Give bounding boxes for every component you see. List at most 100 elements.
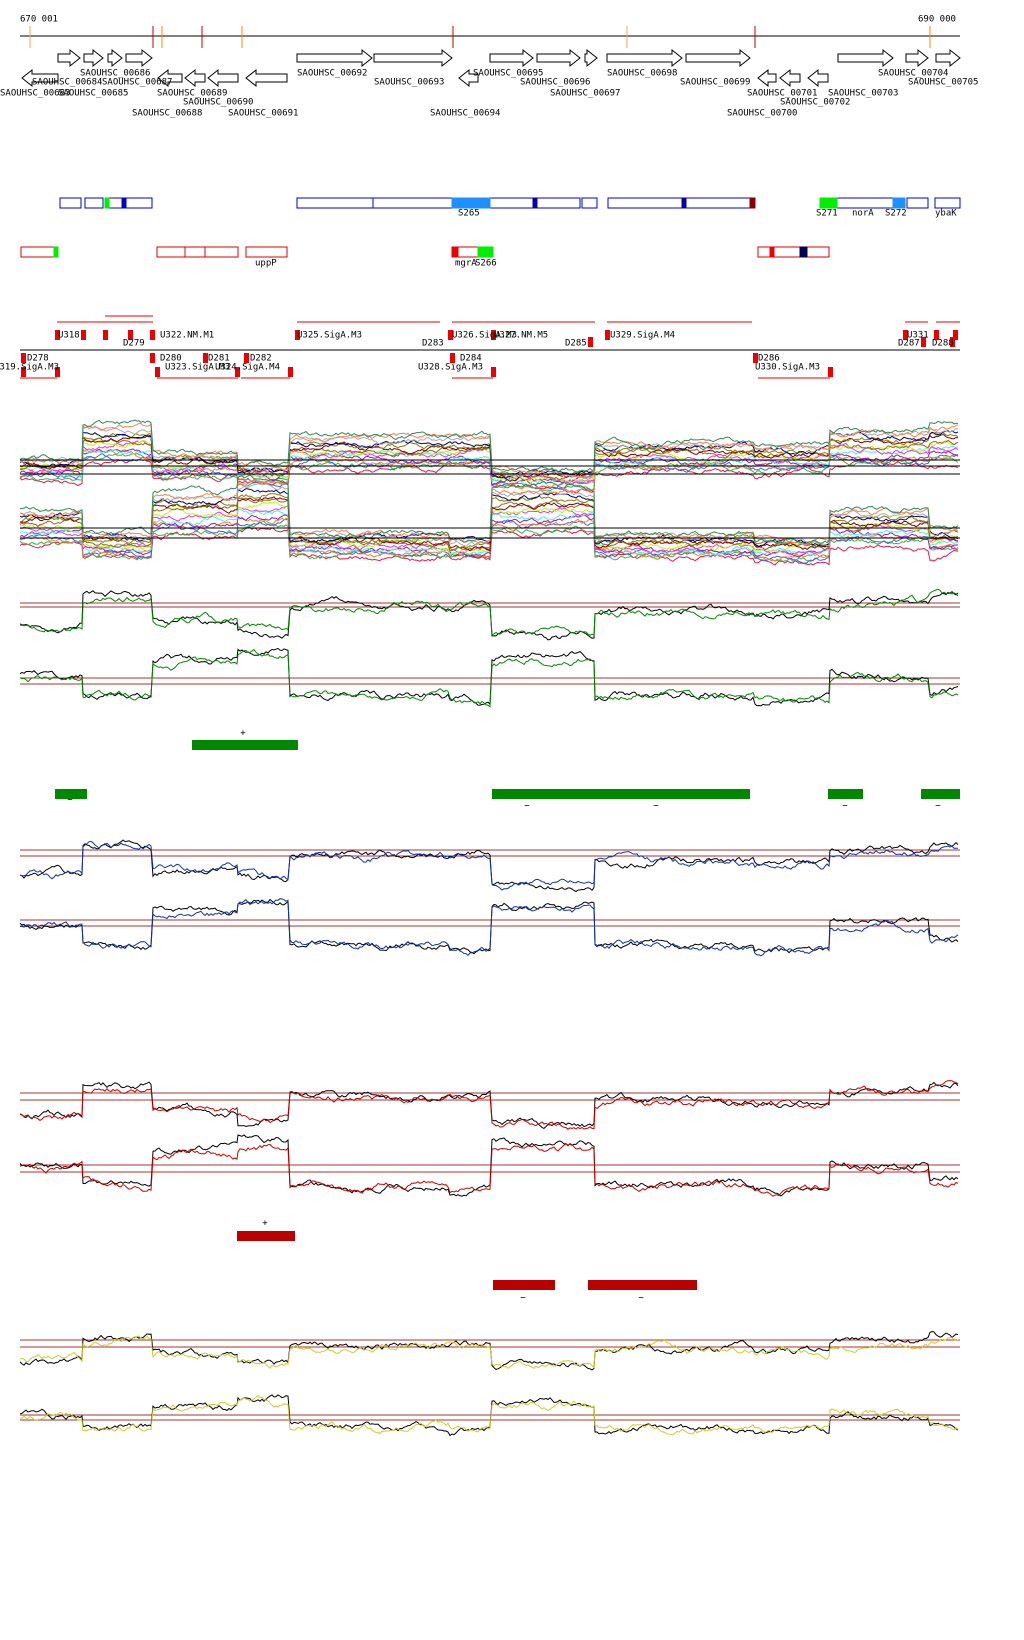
rna-label: uppP [255, 259, 277, 269]
region-bar [493, 1280, 555, 1290]
gene-arrow [935, 48, 961, 68]
signal-trace [19, 483, 959, 547]
gene-arrow [83, 48, 104, 68]
signal-trace [19, 1143, 959, 1197]
gene-label: SAOUHSC_00691 [228, 109, 298, 119]
region-sign: − [842, 802, 848, 812]
promoter-mark [450, 353, 455, 363]
promoter-label: D287 [898, 339, 920, 349]
gene-arrow [184, 68, 206, 88]
promoter-label: D288 [932, 339, 954, 349]
gene-label: SAOUHSC_00693 [374, 78, 444, 88]
gene-arrow [606, 48, 683, 68]
feature-box [104, 197, 110, 209]
signal-trace [19, 419, 959, 474]
promoter-mark [950, 337, 955, 347]
feature-box [296, 197, 374, 209]
gene-arrow [296, 48, 373, 68]
feature-box [20, 246, 59, 258]
gene-label: SAOUHSC_00695 [473, 69, 543, 79]
gene-arrow [584, 48, 598, 68]
region-sign: − [520, 1294, 526, 1304]
feature-box [757, 246, 830, 258]
feature-box [107, 197, 153, 209]
feature-box [84, 197, 104, 209]
promoter-mark [21, 353, 26, 363]
promoter-label: D278 [27, 354, 49, 364]
signal-trace [19, 588, 959, 636]
signal-trace [19, 432, 959, 477]
gene-label: SAOUHSC_00699 [680, 78, 750, 88]
feature-box [836, 197, 894, 209]
signal-trace [19, 1330, 959, 1371]
promoter-mark [448, 330, 453, 340]
promoter-label: D279 [123, 339, 145, 349]
feature-label: S265 [458, 209, 480, 219]
promoter-label: U325.SigA.M3 [297, 331, 362, 341]
gene-label: SAOUHSC_00684 [32, 78, 102, 88]
region-bar [492, 789, 750, 799]
region-bar [921, 789, 960, 799]
feature-box [934, 197, 961, 209]
gene-arrow [757, 68, 777, 88]
axis-start: 670 001 [20, 15, 58, 25]
promoter-label: U324.SigA.M4 [215, 363, 280, 373]
feature-box [156, 246, 186, 258]
promoter-label: U319.SigA.M3 [0, 363, 59, 373]
gene-arrow [21, 68, 59, 88]
gene-label: SAOUHSC_00697 [550, 89, 620, 99]
feature-box [799, 246, 808, 258]
promoter-mark [288, 367, 293, 377]
signal-trace [19, 839, 959, 893]
rna-label: mgrA [455, 259, 477, 269]
signal-trace [19, 474, 959, 545]
gene-label: SAOUHSC_00694 [430, 109, 500, 119]
promoter-mark [921, 337, 926, 347]
feature-box [892, 197, 906, 209]
gene-arrow [373, 48, 453, 68]
promoter-mark [55, 367, 60, 377]
promoter-mark [934, 330, 939, 340]
gene-label: SAOUHSC_00705 [908, 78, 978, 88]
gene-arrow [57, 48, 81, 68]
gene-label: SAOUHSC_00687 [102, 78, 172, 88]
gene-label: SAOUHSC_00686 [80, 69, 150, 79]
promoter-mark [21, 367, 26, 377]
signal-trace [19, 1335, 959, 1369]
promoter-mark [150, 353, 155, 363]
promoter-mark [491, 330, 496, 340]
signal-trace [19, 1394, 959, 1436]
promoter-label: D284 [460, 354, 482, 364]
promoter-label: U318 [58, 331, 80, 341]
promoter-mark [244, 353, 249, 363]
feature-box [121, 197, 127, 209]
promoter-mark [235, 367, 240, 377]
signal-trace [19, 648, 959, 708]
promoter-mark [203, 353, 208, 363]
promoter-mark [81, 330, 86, 340]
feature-box [769, 246, 775, 258]
signal-trace [19, 520, 959, 563]
signal-trace [19, 437, 959, 481]
gene-arrow [779, 68, 801, 88]
signal-trace [19, 514, 959, 559]
signal-trace [19, 479, 959, 547]
gene-label: SAOUHSC_00696 [520, 78, 590, 88]
promoter-mark [953, 330, 958, 340]
signal-trace [19, 647, 959, 707]
region-sign: − [935, 802, 941, 812]
axis-end: 690 000 [918, 15, 956, 25]
signal-trace [19, 488, 959, 548]
promoter-label: U328.SigA.M3 [418, 363, 483, 373]
promoter-label: D282 [250, 354, 272, 364]
signal-trace [19, 526, 959, 566]
signal-trace [19, 433, 959, 483]
feature-box [581, 197, 598, 209]
promoter-mark [605, 330, 610, 340]
gene-arrow [245, 68, 288, 88]
promoter-mark [753, 353, 758, 363]
promoter-label: U331 [907, 331, 929, 341]
gene-arrow [107, 48, 123, 68]
gene-label: SAOUHSC_00703 [828, 89, 898, 99]
region-sign: + [262, 1219, 268, 1229]
